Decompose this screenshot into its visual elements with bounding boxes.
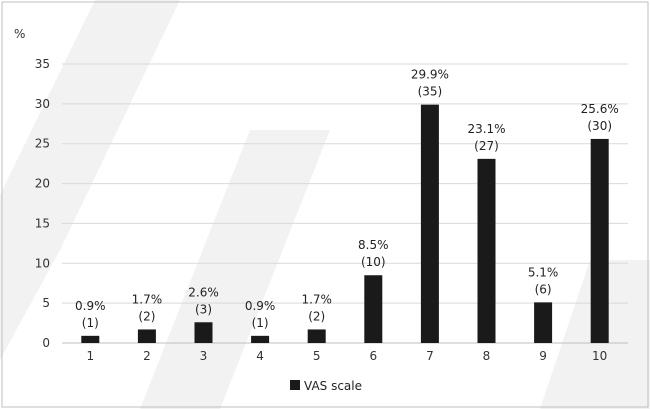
bar [534,302,553,343]
bar [364,275,383,343]
bar [307,329,326,343]
data-label-percent: 29.9% [411,68,449,82]
bar [251,335,270,343]
x-tick-label: 10 [592,349,607,363]
bar [194,322,213,343]
bar [420,104,439,343]
x-axis-ticks: 1 2 3 4 5 6 7 8 9 10 [86,349,607,363]
data-label-count: (1) [82,316,99,330]
x-tick-label: 3 [200,349,208,363]
data-label-count: (30) [587,119,612,133]
x-tick-label: 1 [86,349,94,363]
x-tick-label: 5 [313,349,321,363]
y-tick-label: 0 [42,336,50,350]
legend: VAS scale [290,379,362,393]
data-label-percent: 0.9% [75,299,106,313]
data-label-percent: 23.1% [467,122,505,136]
watermark-band [0,0,180,360]
legend-swatch [290,380,300,390]
data-label-count: (2) [308,309,325,323]
bar [81,335,100,343]
y-tick-label: 20 [35,177,50,191]
bar [137,329,156,343]
legend-label: VAS scale [304,379,362,393]
x-tick-label: 7 [426,349,434,363]
x-tick-label: 6 [369,349,377,363]
watermark-band [140,130,330,409]
y-tick-label: 25 [35,137,50,151]
data-label-percent: 0.9% [245,299,276,313]
data-label-count: (2) [138,309,155,323]
y-unit-label: % [14,27,25,41]
y-axis-ticks: 0 5 10 15 20 25 30 35 [35,57,50,350]
gridlines [62,63,628,304]
data-label-percent: 1.7% [301,292,332,306]
data-label-percent: 8.5% [358,238,389,252]
x-tick-label: 9 [539,349,547,363]
data-label-percent: 5.1% [528,265,559,279]
data-label-percent: 1.7% [132,292,163,306]
data-labels: 0.9% (1) 1.7% (2) 2.6% (3) 0.9% (1) 1.7% (2) 8.5% (… [75,68,619,330]
y-tick-label: 30 [35,97,50,111]
data-label-count: (10) [361,255,386,269]
bar [477,158,496,343]
x-tick-label: 4 [256,349,264,363]
data-label-count: (27) [474,139,499,153]
data-label-percent: 25.6% [581,102,619,116]
y-tick-label: 35 [35,57,50,71]
bar [590,138,609,343]
y-tick-label: 10 [35,256,50,270]
bars [81,104,609,343]
x-tick-label: 8 [483,349,491,363]
data-label-count: (35) [418,85,443,99]
data-label-count: (3) [195,302,212,316]
data-label-count: (6) [535,282,552,296]
y-tick-label: 15 [35,216,50,230]
data-label-percent: 2.6% [188,285,219,299]
data-label-count: (1) [252,316,269,330]
y-tick-label: 5 [42,296,50,310]
x-tick-label: 2 [143,349,151,363]
